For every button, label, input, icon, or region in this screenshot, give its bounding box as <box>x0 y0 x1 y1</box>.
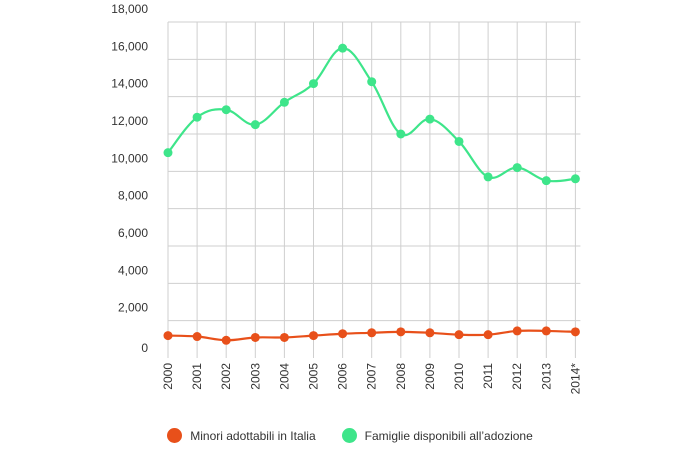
x-tick-label: 2003 <box>248 363 262 390</box>
x-tick-label: 2002 <box>219 363 233 390</box>
data-point-minori <box>309 331 318 341</box>
data-point-famiglie <box>279 97 289 107</box>
data-point-famiglie <box>338 43 348 53</box>
x-tick-label: 2010 <box>452 363 466 390</box>
legend-marker-minori <box>167 428 183 443</box>
data-point-minori <box>570 327 580 337</box>
data-point-minori <box>192 332 202 342</box>
data-point-famiglie <box>483 172 493 182</box>
data-point-famiglie <box>367 77 377 87</box>
data-point-famiglie <box>309 79 318 89</box>
legend-label-minori: Minori adottabili in Italia <box>190 428 316 443</box>
x-tick-label: 2014* <box>568 363 582 395</box>
data-point-minori <box>512 326 522 336</box>
data-point-famiglie <box>221 105 231 115</box>
data-point-famiglie <box>570 174 580 184</box>
y-tick-label: 16,000 <box>111 39 148 53</box>
y-tick-label: 12,000 <box>111 114 148 128</box>
data-point-minori <box>541 326 551 336</box>
x-tick-label: 2005 <box>307 363 321 390</box>
data-point-famiglie <box>541 176 551 186</box>
data-point-famiglie <box>425 114 435 124</box>
y-tick-label: 4,000 <box>118 263 148 277</box>
data-point-famiglie <box>250 120 260 130</box>
x-tick-label: 2008 <box>394 363 408 390</box>
data-point-minori <box>279 332 289 342</box>
data-point-minori <box>483 330 493 340</box>
y-tick-label: 2,000 <box>118 301 148 315</box>
data-point-famiglie <box>396 129 406 139</box>
x-tick-label: 2012 <box>510 363 524 390</box>
data-point-famiglie <box>512 163 522 173</box>
y-tick-label: 18,000 <box>111 2 148 16</box>
data-point-famiglie <box>163 148 173 158</box>
y-tick-label: 10,000 <box>111 151 148 165</box>
data-point-famiglie <box>192 112 202 122</box>
data-point-famiglie <box>454 136 464 146</box>
legend-marker-famiglie <box>341 428 357 443</box>
data-point-minori <box>163 331 173 341</box>
line-chart: 0 2,000 4,000 6,000 8,000 10,000 12,000 14,000 1… <box>111 2 582 395</box>
legend-label-famiglie: Famiglie disponibili all’adozione <box>364 428 533 443</box>
data-point-minori <box>367 328 377 338</box>
y-tick-label: 8,000 <box>118 189 148 203</box>
legend: Minori adottabili in Italia Famiglie dis… <box>0 428 700 443</box>
data-point-minori <box>396 327 406 337</box>
data-point-minori <box>454 330 464 340</box>
x-tick-label: 2006 <box>336 363 350 390</box>
x-axis-ticks: 2000 2001 2002 2003 2004 2005 2006 2007 2008 2009… <box>161 363 582 395</box>
series-points <box>163 43 580 345</box>
x-tick-label: 2004 <box>277 363 291 390</box>
x-tick-label: 2000 <box>161 363 175 390</box>
y-axis-ticks: 0 2,000 4,000 6,000 8,000 10,000 12,000 14,000 1… <box>111 2 148 355</box>
data-point-minori <box>250 332 260 342</box>
x-tick-label: 2013 <box>539 363 553 390</box>
grid-lines <box>167 21 581 358</box>
x-tick-label: 2011 <box>481 363 495 389</box>
data-point-minori <box>221 335 231 345</box>
data-point-minori <box>338 329 348 339</box>
legend-item-famiglie: Famiglie disponibili all’adozione <box>341 428 533 443</box>
x-tick-label: 2007 <box>365 363 379 390</box>
x-tick-label: 2001 <box>190 363 204 390</box>
legend-item-minori: Minori adottabili in Italia <box>167 428 316 443</box>
x-tick-label: 2009 <box>423 363 437 390</box>
y-tick-label: 6,000 <box>118 226 148 240</box>
y-tick-label: 14,000 <box>111 77 148 91</box>
y-tick-label: 0 <box>141 341 148 355</box>
data-point-minori <box>425 328 435 338</box>
